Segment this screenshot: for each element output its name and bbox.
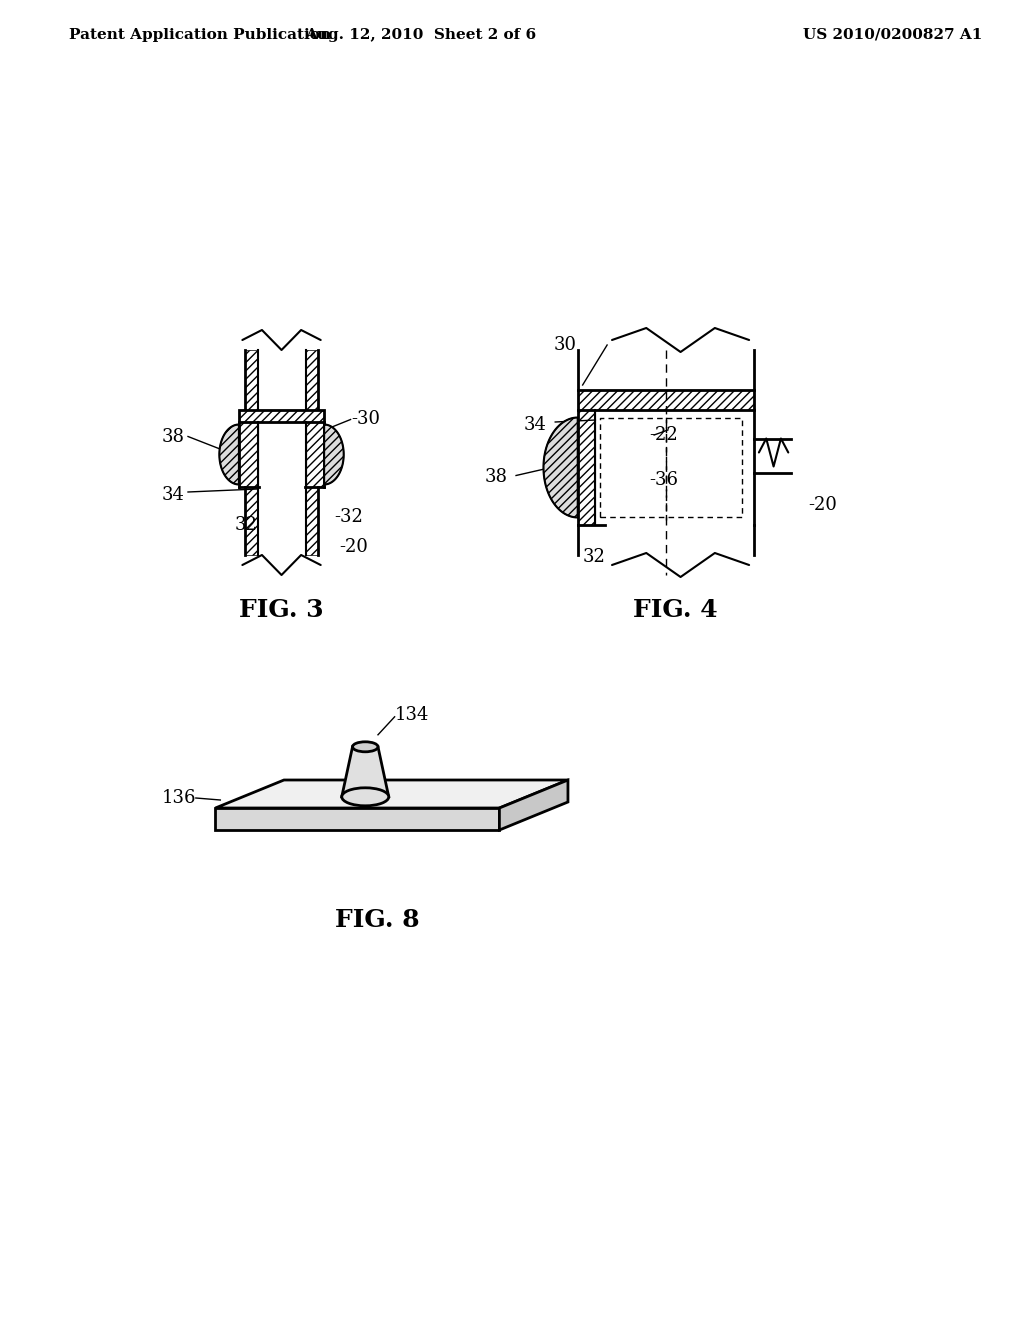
Text: Aug. 12, 2010  Sheet 2 of 6: Aug. 12, 2010 Sheet 2 of 6 bbox=[305, 28, 537, 42]
Text: 34: 34 bbox=[162, 486, 184, 504]
Text: 32: 32 bbox=[583, 548, 605, 566]
Text: FIG. 4: FIG. 4 bbox=[634, 598, 718, 622]
Polygon shape bbox=[215, 780, 568, 808]
Text: -22: -22 bbox=[649, 426, 678, 444]
Polygon shape bbox=[578, 389, 754, 411]
Text: 34: 34 bbox=[524, 416, 547, 434]
Text: FIG. 3: FIG. 3 bbox=[239, 598, 324, 622]
Text: -30: -30 bbox=[351, 411, 381, 429]
Text: 136: 136 bbox=[162, 789, 196, 807]
Text: US 2010/0200827 A1: US 2010/0200827 A1 bbox=[803, 28, 982, 42]
Text: FIG. 8: FIG. 8 bbox=[335, 908, 419, 932]
Polygon shape bbox=[342, 747, 389, 797]
Polygon shape bbox=[544, 417, 578, 517]
Text: 30: 30 bbox=[553, 337, 577, 354]
Ellipse shape bbox=[352, 742, 378, 752]
Text: -20: -20 bbox=[339, 539, 368, 556]
Text: -32: -32 bbox=[334, 508, 362, 525]
Polygon shape bbox=[239, 411, 325, 422]
Text: Patent Application Publication: Patent Application Publication bbox=[69, 28, 331, 42]
Polygon shape bbox=[215, 808, 500, 830]
Text: 38: 38 bbox=[484, 469, 508, 487]
Polygon shape bbox=[219, 425, 239, 484]
Polygon shape bbox=[325, 425, 344, 484]
Text: 38: 38 bbox=[162, 428, 184, 446]
Polygon shape bbox=[500, 780, 568, 830]
Text: -20: -20 bbox=[808, 496, 837, 513]
Text: -36: -36 bbox=[649, 471, 678, 488]
Text: 134: 134 bbox=[394, 706, 429, 723]
Ellipse shape bbox=[342, 788, 389, 805]
Text: 32: 32 bbox=[236, 516, 258, 535]
